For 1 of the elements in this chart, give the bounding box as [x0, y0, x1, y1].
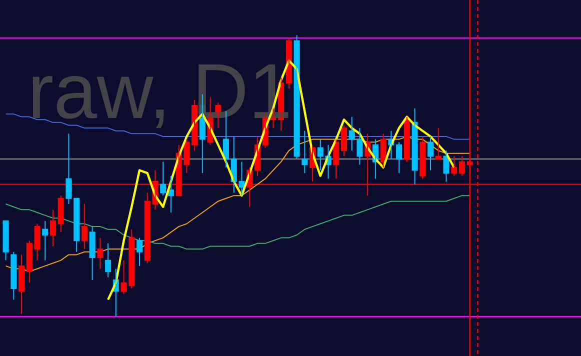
candlestick [435, 128, 442, 160]
